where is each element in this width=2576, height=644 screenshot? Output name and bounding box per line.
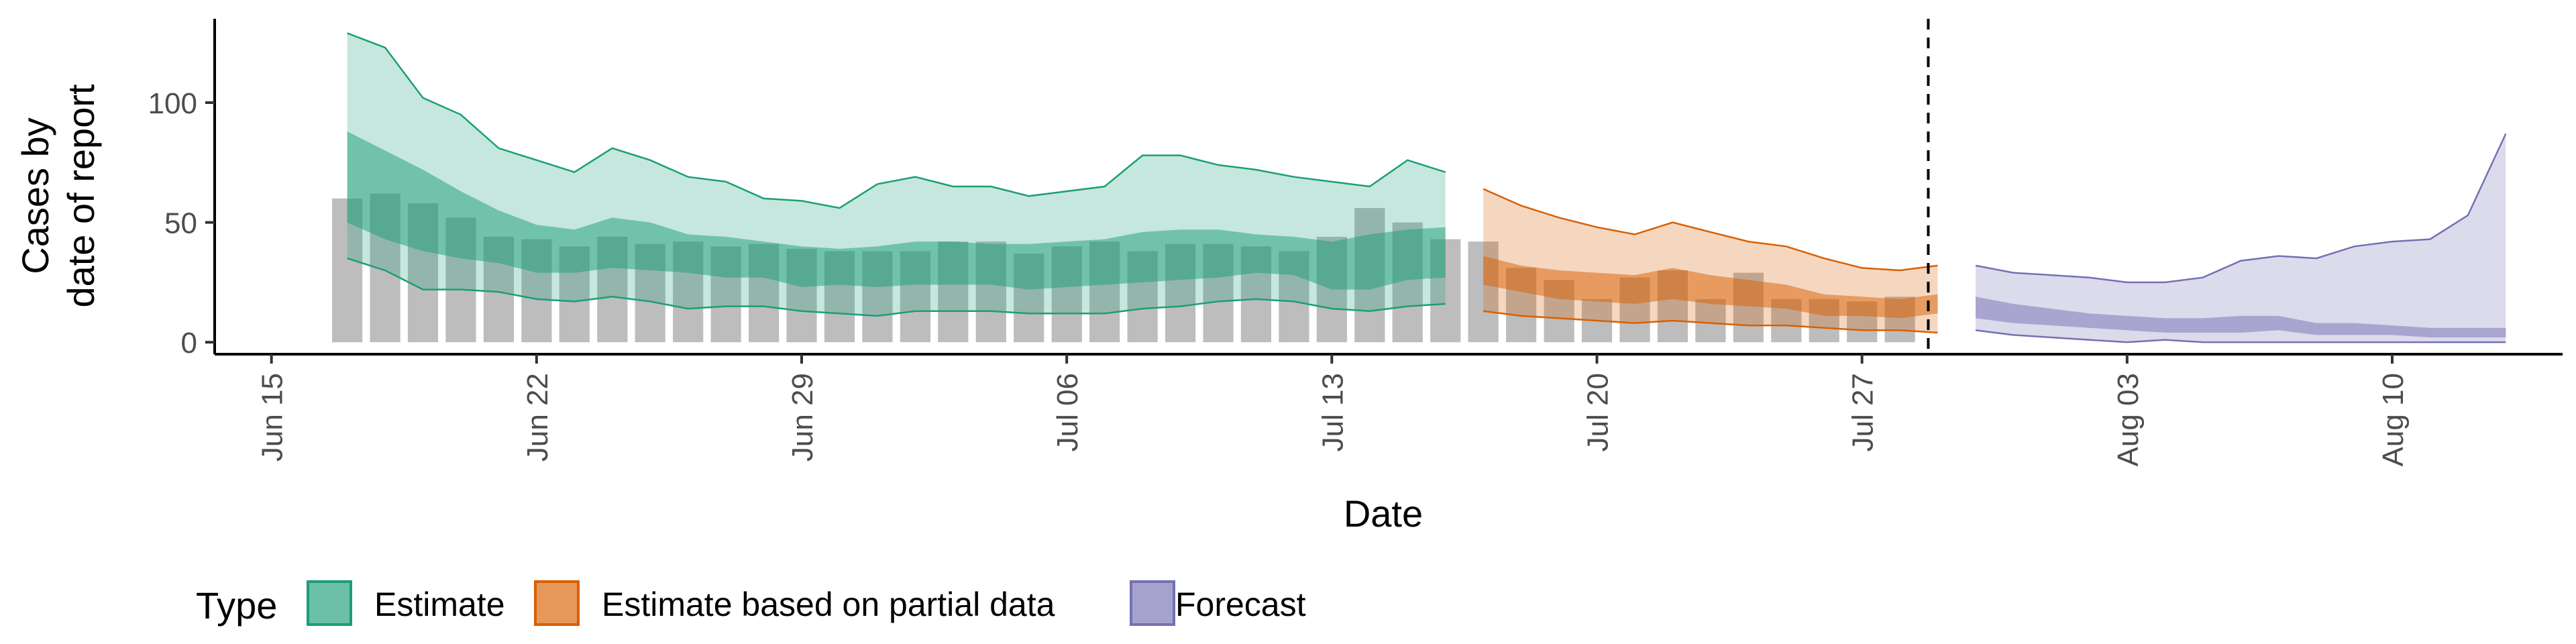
x-tick-label: Jun 15 bbox=[256, 373, 289, 462]
legend-key-partial-data bbox=[534, 580, 580, 626]
ribbons-layer bbox=[347, 32, 2507, 343]
y-tick-label: 50 bbox=[164, 207, 197, 240]
series-forecast bbox=[1975, 133, 2507, 343]
x-tick-label: Aug 03 bbox=[2112, 373, 2145, 466]
x-tick-label: Jul 13 bbox=[1316, 373, 1349, 451]
forecast-outer-band bbox=[1976, 133, 2506, 343]
estimate-lower-line bbox=[347, 257, 1446, 317]
x-tick-label: Jul 27 bbox=[1847, 373, 1880, 451]
legend-item-forecast: Forecast bbox=[1130, 580, 1306, 626]
series-estimate bbox=[347, 32, 1446, 317]
legend-label-partial-data: Estimate based on partial data bbox=[602, 586, 1055, 623]
legend-label-forecast: Forecast bbox=[1175, 586, 1306, 623]
x-tick-label: Aug 10 bbox=[2377, 373, 2410, 466]
estimate-upper-line bbox=[347, 32, 1446, 209]
forecast-lower-line bbox=[1975, 329, 2506, 343]
y-tick-label: 0 bbox=[181, 327, 197, 360]
legend-key-forecast bbox=[1130, 580, 1175, 626]
y-axis-title-line-2: date of report bbox=[60, 84, 102, 308]
x-tick-label: Jul 20 bbox=[1582, 373, 1615, 451]
case-bar bbox=[1695, 299, 1726, 343]
series-estimate-based-on-partial-data bbox=[1483, 188, 1938, 334]
axes-layer: 0 50 100 Jun 15 Jun 22 Jun 29 Jul 06 Jul 13 Jul … bbox=[148, 19, 2563, 466]
legend-label-estimate: Estimate bbox=[374, 586, 505, 623]
legend-key-estimate bbox=[307, 580, 352, 626]
estimate-based-on-partial-data-upper-line bbox=[1483, 188, 1938, 272]
forecast-upper-line bbox=[1975, 133, 2507, 284]
legend-item-partial: Estimate based on partial data bbox=[534, 580, 1055, 626]
x-axis-title: Date bbox=[1344, 492, 1423, 535]
x-tick-label: Jun 29 bbox=[786, 373, 819, 462]
legend-title: Type bbox=[196, 584, 277, 627]
x-tick-label: Jul 06 bbox=[1051, 373, 1084, 451]
estimate-based-on-partial-data-inner-band bbox=[1483, 256, 1938, 319]
legend: Type Estimate Estimate based on partial … bbox=[196, 580, 1306, 627]
estimate-based-on-partial-data-lower-line bbox=[1483, 310, 1938, 334]
y-tick-label: 100 bbox=[148, 87, 197, 120]
forecast-inner-band bbox=[1976, 297, 2506, 337]
legend-item-estimate: Estimate bbox=[307, 580, 505, 626]
y-axis-title-line-1: Cases by bbox=[14, 117, 56, 274]
x-tick-label: Jun 22 bbox=[521, 373, 554, 462]
estimate-inner-band bbox=[347, 131, 1446, 290]
